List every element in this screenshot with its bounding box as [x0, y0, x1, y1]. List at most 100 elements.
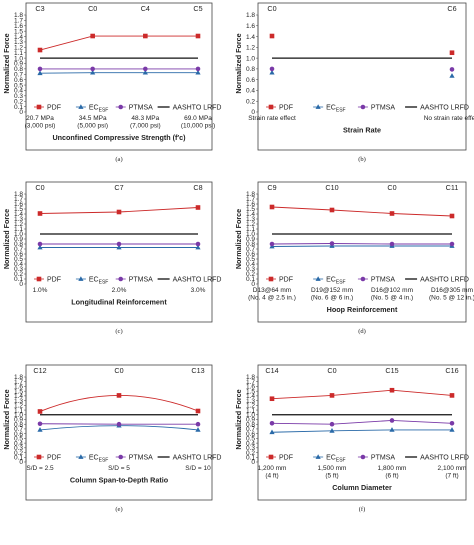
data-point [90, 66, 95, 72]
case-label: C0 [35, 183, 44, 192]
legend-ecesf-sub: ESF [99, 457, 109, 463]
data-point [389, 387, 395, 393]
y-tick-label: 0.7 [246, 246, 255, 253]
y-tick-label: 0.3 [14, 266, 23, 273]
data-point [449, 213, 455, 219]
series-line [39, 395, 199, 412]
y-axis-title: Normalized Force [2, 33, 11, 93]
y-tick-label: 1.0 [14, 55, 23, 62]
y-tick-label: 1.7 [14, 196, 23, 203]
y-tick-label: 1.4 [246, 393, 255, 400]
x-tick-label: S/D = 2.5 [26, 465, 54, 472]
case-label: C3 [35, 4, 44, 13]
y-tick-label: 0.3 [246, 445, 255, 452]
legend-ecesf-main: EC [89, 277, 99, 284]
series-line [271, 389, 453, 400]
data-point [37, 211, 43, 216]
x-tick-label: (No. 4 @ 2.5 in.) [248, 295, 296, 302]
y-tick-label: 1.4 [14, 34, 23, 41]
data-point [116, 244, 122, 250]
y-tick-label: 0.4 [14, 440, 23, 447]
x-tick-label: 48.3 MPa [131, 115, 159, 122]
y-tick-label: 0.4 [246, 440, 255, 447]
y-tick-label: 1.7 [14, 379, 23, 386]
legend-ptmsa-marker [360, 104, 366, 110]
legend-pdf-marker [36, 454, 42, 460]
y-tick-label: 1.4 [14, 393, 23, 400]
y-tick-label: 0 [19, 281, 23, 288]
legend-ecesf-marker [78, 104, 84, 109]
series-ecesf [269, 427, 455, 435]
legend-ptmsa-marker [360, 276, 366, 282]
data-point [37, 409, 43, 414]
data-point [142, 69, 148, 75]
panel-caption: (b) [358, 156, 366, 163]
legend-pdf-label: PDF [47, 277, 61, 284]
series-line [271, 419, 453, 425]
chart-panel-5: 00.10.20.30.40.50.60.70.80.91.01.11.21.3… [2, 364, 222, 513]
legend: PDF ECESF PTMSA AASHTO LRFD [34, 276, 222, 285]
case-label: C7 [114, 183, 123, 192]
y-tick-label: 1.5 [246, 388, 255, 395]
x-tick-label: (No. 5 @ 12 in.) [429, 295, 474, 302]
data-point [449, 73, 455, 78]
y-tick-label: 0.8 [14, 421, 23, 428]
y-tick-label: 1.3 [14, 398, 23, 405]
y-tick-label: 1.3 [14, 39, 23, 46]
y-tick-label: 0.9 [14, 61, 23, 68]
y-tick-label: 0.4 [246, 88, 255, 95]
legend-ptmsa-label: PTMSA [371, 455, 395, 462]
legend-ecesf-marker [78, 276, 84, 281]
y-tick-label: 1.8 [246, 191, 255, 198]
y-tick-label: 0.2 [14, 271, 23, 278]
legend: PDF ECESF PTMSA AASHTO LRFD [266, 454, 469, 463]
data-point [329, 393, 335, 398]
data-point [195, 33, 201, 39]
y-tick-label: 1.1 [246, 226, 255, 233]
y-tick-label: 1.0 [14, 231, 23, 238]
y-tick-label: 0.3 [246, 266, 255, 273]
data-point [195, 66, 201, 72]
x-tick-label: (4 ft) [265, 473, 278, 480]
legend-ptmsa-label: PTMSA [129, 105, 153, 112]
case-label: C4 [141, 4, 150, 13]
y-axis-title: Normalized Force [234, 209, 243, 269]
data-point [389, 211, 395, 216]
y-tick-label: 0.7 [14, 246, 23, 253]
y-tick-label: 0.8 [14, 241, 23, 248]
case-label: C10 [325, 183, 338, 192]
y-tick-label: 1.3 [246, 398, 255, 405]
legend-ecesf-label: ECESF [89, 277, 108, 286]
data-point [269, 429, 275, 435]
legend-aashto-label: AASHTO LRFD [173, 105, 222, 112]
chart-panel-2: 0 0.2 0.4 0.6 0.8 1.0 1.2 1.4 1.6 1.8 Normalized F… [234, 2, 474, 163]
data-point [329, 421, 335, 427]
legend-ecesf-main: EC [326, 277, 336, 284]
series-ptmsa [269, 418, 455, 427]
series-line [39, 72, 198, 74]
case-label: C0 [88, 4, 97, 13]
x-tick-label: 34.5 MPa [79, 115, 107, 122]
panel-caption: (f) [359, 506, 366, 513]
case-label: C5 [193, 4, 202, 13]
data-point [269, 33, 275, 39]
series-pdf [37, 393, 201, 414]
y-tick-label: 0.4 [14, 88, 23, 95]
x-tick-label: No strain rate effect [424, 115, 474, 122]
x-tick-label: (5,000 psi) [77, 123, 108, 130]
y-tick-label: 1.5 [14, 388, 23, 395]
y-tick-label: 0.7 [14, 71, 23, 78]
case-label: C6 [447, 4, 456, 13]
legend-ecesf-sub: ESF [99, 107, 109, 113]
series-line [39, 35, 198, 51]
y-tick-label: 1.6 [246, 23, 255, 30]
y-tick-label: 1.5 [246, 206, 255, 213]
legend-ecesf-main: EC [326, 455, 336, 462]
series-ecesf [269, 69, 455, 78]
legend-aashto-label: AASHTO LRFD [420, 455, 469, 462]
x-axis-title: Strain Rate [343, 126, 381, 135]
series-pdf [269, 33, 455, 56]
legend-ptmsa-label: PTMSA [129, 277, 153, 284]
data-point [269, 241, 275, 247]
data-point [329, 241, 335, 246]
